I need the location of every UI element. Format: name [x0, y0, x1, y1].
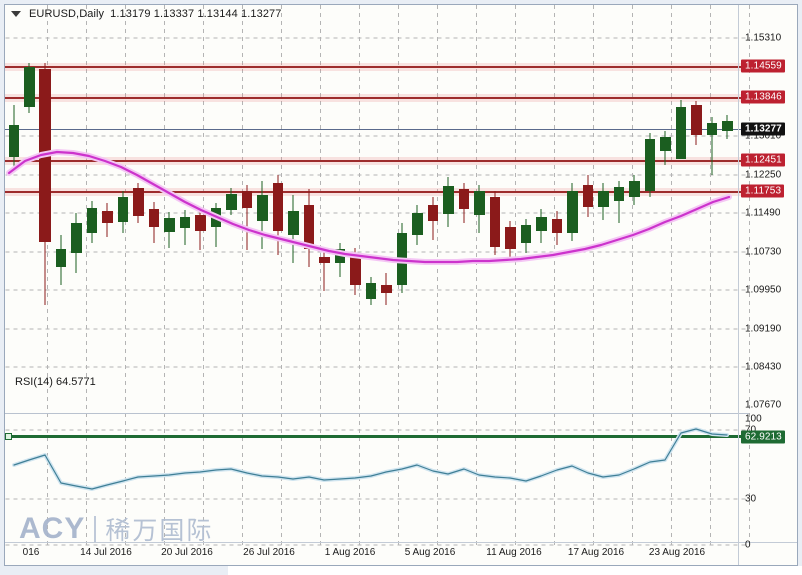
price-tick: 1.07670 [745, 399, 782, 411]
price-tick: 1.08430 [745, 361, 782, 373]
rsi-indicator-label: RSI(14) 64.5771 [15, 376, 96, 388]
date-label: 26 Jul 2016 [243, 547, 295, 558]
rsi-tick: 100 [745, 413, 762, 425]
date-label: 11 Aug 2016 [486, 547, 542, 558]
brand-logo: ACY 稀万国际 [19, 511, 213, 547]
price-level-badge[interactable]: 1.11753 [741, 184, 785, 198]
date-label: 5 Aug 2016 [404, 547, 456, 558]
date-axis-separator [5, 542, 797, 543]
date-label: 14 Jul 2016 [80, 547, 132, 558]
price-level-badge[interactable]: 1.12451 [741, 153, 785, 167]
rsi-level-handle-left[interactable] [5, 433, 12, 440]
chart-frame[interactable]: EURUSD,Daily 1.13179 1.13337 1.13144 1.1… [4, 4, 798, 566]
chevron-down-icon[interactable] [11, 10, 21, 17]
date-label: 17 Aug 2016 [567, 547, 625, 558]
price-tick: 1.11490 [745, 207, 781, 219]
price-tick: 1.15310 [745, 32, 782, 44]
price-tick: 1.10730 [745, 246, 782, 258]
logo-chinese-text: 稀万国际 [105, 516, 214, 545]
ohlc-values: 1.13179 1.13337 1.13144 1.13277 [110, 7, 282, 20]
chart-header: EURUSD,Daily 1.13179 1.13337 1.13144 1.1… [5, 5, 797, 22]
symbol-label: EURUSD,Daily [29, 7, 105, 20]
current-price-badge[interactable]: 1.13277 [741, 122, 785, 136]
price-level-line-4[interactable] [5, 188, 749, 196]
logo-acy-text: ACY [19, 512, 86, 545]
rsi-series [12, 427, 729, 491]
date-label: 20 Jul 2016 [161, 547, 213, 558]
rsi-tick: 70 [745, 425, 756, 436]
rsi-pane-separator [5, 413, 749, 414]
price-level-line-2[interactable] [5, 94, 749, 102]
current-price-line[interactable] [5, 129, 749, 130]
price-axis-separator [738, 5, 739, 565]
price-level-line-3[interactable] [5, 157, 749, 165]
rsi-tick: 30 [745, 493, 757, 505]
price-tick: 1.09950 [745, 284, 782, 296]
logo-divider [94, 516, 97, 542]
date-axis[interactable]: 016 14 Jul 2016 20 Jul 2016 26 Jul 2016 … [5, 543, 749, 565]
price-tick: 1.09190 [745, 323, 782, 335]
moving-average-line [6, 149, 732, 265]
price-level-badge[interactable]: 1.14559 [741, 59, 785, 73]
price-tick: 1.12250 [745, 169, 782, 181]
date-label: 016 [22, 547, 40, 558]
date-label: 23 Aug 2016 [648, 547, 706, 558]
candlestick-series [6, 63, 733, 305]
price-tick: 1.13010 [745, 130, 782, 142]
price-level-badge[interactable]: 1.13846 [741, 90, 785, 104]
rsi-tick: 0 [745, 539, 751, 551]
bottom-strip-white [228, 566, 802, 575]
chart-grid [5, 5, 750, 546]
price-axis[interactable]: 1.15310 1.13790 1.13010 1.12250 1.11490 … [739, 5, 797, 565]
price-level-line-1[interactable] [5, 63, 749, 71]
rsi-value-badge[interactable]: 62.9213 [741, 430, 785, 444]
date-label: 1 Aug 2016 [324, 547, 376, 558]
